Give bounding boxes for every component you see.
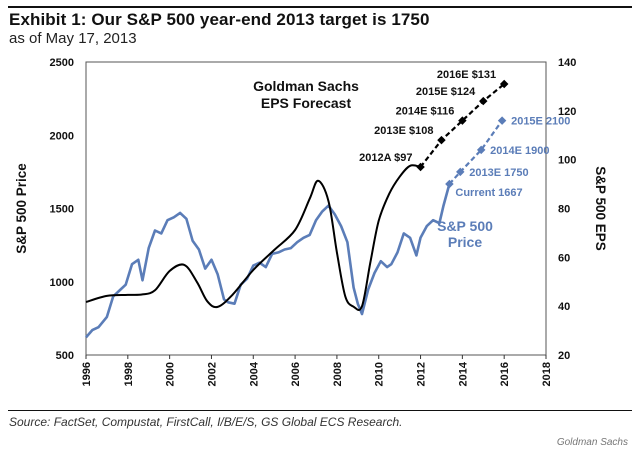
x-tick-label: 2018 — [541, 362, 553, 386]
eps-forecast-marker — [458, 116, 467, 125]
price-target-label: 2013E 1750 — [469, 167, 528, 179]
y-tick-label: 500 — [56, 350, 74, 362]
eps-forecast-label: 2012A $97 — [359, 152, 412, 164]
x-tick-label: 2014 — [457, 361, 469, 386]
annotation-price-line2: Price — [448, 234, 482, 250]
price-line — [85, 183, 451, 339]
y2-tick-label: 100 — [558, 155, 576, 167]
price-target-label: 2015E 2100 — [511, 116, 570, 128]
eps-forecast-label: 2013E $108 — [374, 125, 433, 137]
eps-forecast-line — [419, 83, 505, 168]
x-axis: 1996 1998 2000 2002 2004 2006 2008 2010 2012 2014… — [81, 355, 553, 386]
x-tick-label: 2002 — [206, 362, 218, 386]
price-target-label: 2014E 1900 — [490, 145, 549, 157]
chart-subtitle: as of May 17, 2013 — [9, 30, 137, 47]
y2-tick-label: 80 — [558, 204, 570, 216]
eps-forecast-marker — [416, 162, 425, 172]
x-tick-label: 2010 — [374, 362, 386, 386]
price-target-marker — [497, 116, 507, 125]
y2-tick-label: 120 — [558, 106, 576, 118]
brand-label: Goldman Sachs — [556, 437, 628, 448]
x-tick-label: 1998 — [123, 362, 135, 386]
y-axis-left: 500 1000 1500 2000 2500 — [50, 57, 74, 362]
x-tick-label: 2000 — [165, 362, 177, 386]
series-group: 2012A $97 2013E $108 2014E $116 2015E $124 2… — [85, 69, 570, 339]
price-target-marker — [445, 179, 454, 189]
annotations: Goldman Sachs EPS Forecast S&P 500 Price — [253, 78, 493, 250]
y-tick-label: 1500 — [50, 204, 74, 216]
annotation-price-line1: S&P 500 — [437, 218, 493, 234]
annotation-eps-forecast-line2: EPS Forecast — [261, 95, 352, 111]
eps-forecast-label: 2015E $124 — [416, 86, 476, 98]
x-tick-label: 1996 — [81, 362, 93, 386]
eps-forecast-marker — [437, 135, 446, 145]
chart-title: Exhibit 1: Our S&P 500 year-end 2013 tar… — [9, 10, 430, 29]
y-axis-label-left: S&P 500 Price — [14, 163, 29, 254]
eps-forecast-marker — [479, 96, 488, 106]
y2-tick-label: 40 — [558, 301, 570, 313]
bottom-rule — [8, 410, 632, 411]
y2-tick-label: 20 — [558, 350, 570, 362]
y-tick-label: 1000 — [50, 277, 74, 289]
x-tick-label: 2016 — [499, 362, 511, 386]
price-target-label: Current 1667 — [455, 187, 522, 199]
y-axis-right: 20 40 60 80 100 120 140 — [558, 57, 576, 362]
price-target-line — [448, 119, 503, 185]
plot-frame — [85, 61, 547, 356]
eps-forecast-marker — [499, 79, 509, 89]
price-target-marker — [476, 145, 486, 155]
y-tick-label: 2500 — [50, 57, 74, 69]
x-tick-label: 2008 — [332, 362, 344, 386]
top-rule — [8, 6, 632, 8]
price-target-marker — [456, 167, 465, 177]
y2-tick-label: 140 — [558, 57, 576, 69]
y-tick-label: 2000 — [50, 130, 74, 142]
eps-line — [85, 164, 421, 312]
eps-forecast-label: 2014E $116 — [396, 106, 455, 118]
x-tick-label: 2004 — [248, 361, 260, 386]
annotation-eps-forecast-line1: Goldman Sachs — [253, 78, 359, 94]
source-note: Source: FactSet, Compustat, FirstCall, I… — [9, 415, 403, 429]
x-tick-label: 2006 — [290, 362, 302, 386]
x-tick-label: 2012 — [416, 362, 428, 386]
y-axis-label-right: S&P 500 EPS — [593, 166, 608, 251]
eps-forecast-label: 2016E $131 — [437, 69, 496, 81]
y2-tick-label: 60 — [558, 252, 570, 264]
